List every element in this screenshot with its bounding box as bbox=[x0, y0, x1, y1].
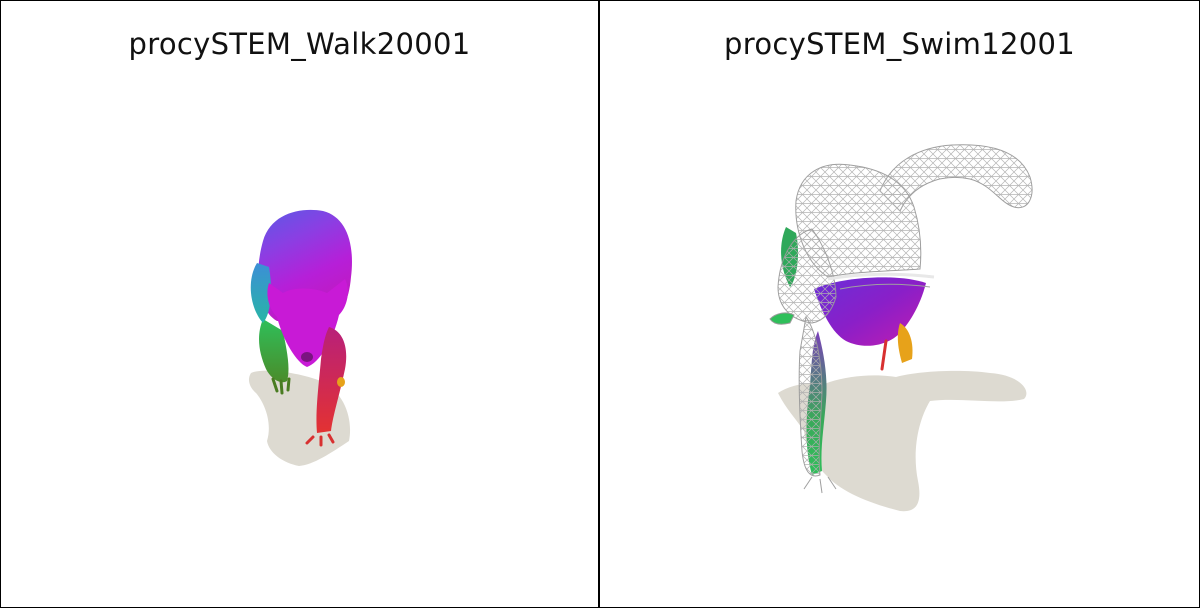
swim-inner-body bbox=[814, 277, 926, 346]
front-right-leg bbox=[316, 327, 347, 433]
render-panel-walk: procySTEM_Walk20001 bbox=[1, 1, 600, 607]
mesh-paw bbox=[803, 476, 837, 494]
mesh-ridge bbox=[827, 272, 935, 281]
panel-title-walk: procySTEM_Walk20001 bbox=[128, 27, 471, 61]
mesh-head bbox=[777, 228, 837, 324]
mesh-tail bbox=[879, 144, 1033, 212]
mesh-front-leg bbox=[798, 315, 823, 477]
front-left-leg bbox=[259, 319, 289, 383]
back-paw bbox=[337, 377, 345, 387]
swim-red-streak bbox=[880, 339, 888, 371]
wireframe-mesh bbox=[777, 144, 1033, 494]
walk-shoulder bbox=[250, 263, 271, 323]
right-paw bbox=[305, 433, 335, 447]
walk-head bbox=[267, 279, 348, 367]
panel-title-swim: procySTEM_Swim12001 bbox=[724, 27, 1075, 61]
ground-shadow bbox=[778, 370, 1027, 512]
swim-left-paw bbox=[769, 312, 795, 325]
swim-render-canvas bbox=[769, 144, 1033, 512]
walk-snout bbox=[301, 352, 313, 362]
mesh-ridge-2 bbox=[839, 283, 931, 290]
walk-render-canvas bbox=[248, 209, 352, 466]
render-panel-swim: procySTEM_Swim12001 bbox=[600, 1, 1199, 607]
left-paw bbox=[271, 377, 291, 395]
swim-hind-leg bbox=[897, 323, 913, 363]
